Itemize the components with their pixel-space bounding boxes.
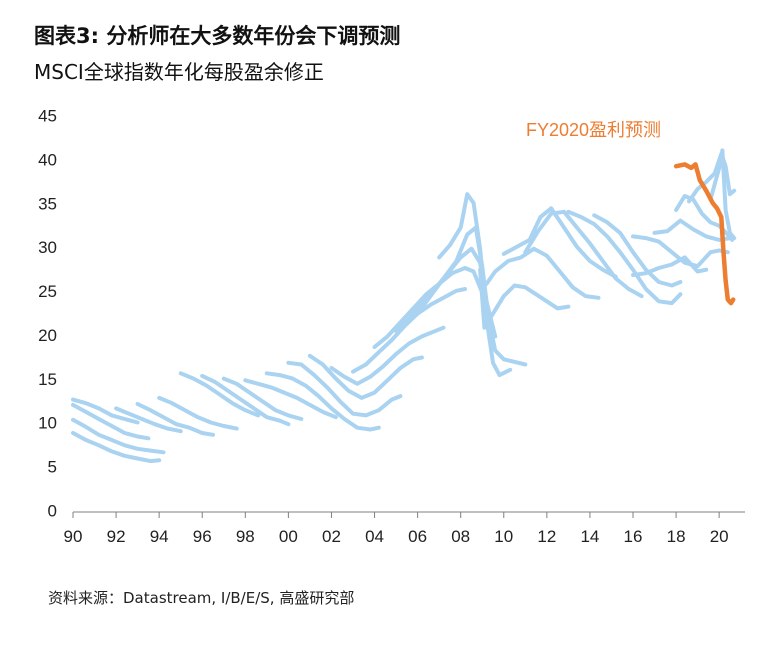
- y-tick-label: 40: [38, 150, 57, 169]
- y-tick-label: 5: [48, 458, 57, 477]
- y-tick-label: 35: [38, 194, 57, 213]
- series-line-14: [307, 353, 424, 400]
- series-line-11: [243, 378, 338, 420]
- y-tick-label: 45: [38, 106, 57, 125]
- x-tick-label: 02: [322, 527, 341, 546]
- series-line-24: [523, 209, 644, 299]
- x-tick-label: 16: [624, 527, 643, 546]
- y-tick-label: 10: [38, 414, 57, 433]
- x-tick-label: 08: [451, 527, 470, 546]
- chart-title: 图表3: 分析师在大多数年份会下调预测: [34, 24, 401, 48]
- series-line-10: [221, 376, 304, 421]
- x-tick-label: 90: [64, 527, 83, 546]
- x-tick-label: 10: [494, 527, 513, 546]
- x-tick-label: 18: [667, 527, 686, 546]
- series-line-22: [484, 246, 601, 300]
- x-tick-label: 04: [365, 527, 384, 546]
- series-line-30: [674, 194, 735, 242]
- series-line-15: [329, 325, 446, 386]
- series-line-16: [351, 287, 467, 374]
- x-tick-label: 96: [193, 527, 212, 546]
- x-tick-label: 14: [580, 527, 599, 546]
- series-line-8: [178, 371, 261, 418]
- series-line-6: [135, 402, 215, 437]
- x-tick-label: 06: [408, 527, 427, 546]
- x-tick-label: 00: [279, 527, 298, 546]
- series-line-9: [200, 373, 291, 427]
- source-note: 资料来源：Datastream, I/B/E/S, 高盛研究部: [48, 589, 355, 607]
- chart-subtitle: MSCI全球指数年化每股盈余修正: [34, 60, 324, 84]
- series-line-32: [708, 148, 737, 241]
- x-tick-label: 20: [710, 527, 729, 546]
- fy2020-annotation: FY2020盈利预测: [526, 120, 661, 140]
- series-line-26: [592, 213, 683, 288]
- series-line-28: [652, 218, 732, 242]
- y-tick-label: 0: [48, 501, 57, 520]
- series-line-29: [631, 255, 709, 277]
- x-tick-label: 94: [150, 527, 169, 546]
- series-line-fy2020: [673, 162, 736, 306]
- x-tick-label: 98: [236, 527, 255, 546]
- x-tick-label: 92: [107, 527, 126, 546]
- series-layer: [71, 148, 737, 464]
- series-line-20: [437, 192, 513, 378]
- series-line-7: [157, 395, 239, 431]
- series-line-13: [286, 360, 403, 418]
- series-line-4: [71, 431, 162, 464]
- y-tick-label: 15: [38, 370, 57, 389]
- axis-layer: 0 5 10 15 20 25 30 35 40 45 90 92 94 96 98 00 02 04 06 08 10…: [38, 106, 745, 546]
- series-line-2: [71, 402, 151, 441]
- series-line-21: [478, 267, 571, 330]
- series-line-25: [566, 209, 683, 306]
- series-line-3: [71, 417, 166, 455]
- series-line-5: [114, 406, 183, 434]
- series-line-23: [501, 206, 618, 279]
- y-tick-label: 20: [38, 326, 57, 345]
- series-line-12: [264, 371, 381, 432]
- series-line-27: [631, 234, 730, 269]
- y-tick-label: 30: [38, 238, 57, 257]
- y-tick-label: 25: [38, 282, 57, 301]
- x-tick-label: 12: [537, 527, 556, 546]
- series-line-1: [71, 397, 140, 425]
